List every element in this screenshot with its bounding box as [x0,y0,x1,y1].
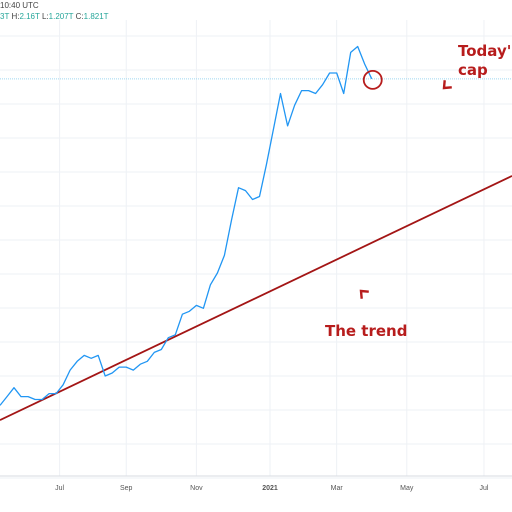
x-axis: Jul Sep Nov 2021 Mar May Jul [0,475,512,492]
todays-cap-circle [362,69,383,90]
high-value: 2.16T [19,12,40,21]
open-value: 3T [0,12,10,21]
annotation-markers [359,69,452,299]
high-label: H: [11,12,20,21]
todays-cap-arrow [442,80,452,90]
close-value: 1.821T [83,12,109,21]
x-tick-label: Sep [120,485,133,492]
market-cap-series-line [0,45,373,406]
chart-grid [0,20,512,479]
ohlc-header: 10:40 UTC [0,1,39,10]
ohlc-values: 3T H:2.16T L:1.207T C:1.821T [0,12,109,21]
x-tick-label: May [400,485,414,492]
x-tick-label: Jul [479,485,488,492]
close-label: C: [75,12,84,21]
x-tick-label: Jul [55,485,64,492]
todays-cap-annotation: Today's cap [458,42,512,79]
x-tick-label: Mar [331,485,344,492]
low-value: 1.207T [48,12,74,21]
series-group [0,45,373,406]
trend-arrow-head [359,289,369,299]
trend-annotation: The trend [325,322,408,340]
trend-line [0,175,512,421]
trend-line-group [0,175,512,421]
header-time: 10:40 UTC [0,1,39,10]
x-tick-label: 2021 [262,485,278,492]
low-label: L: [41,12,49,21]
trend-arrow [359,289,369,299]
x-tick-label: Nov [190,485,203,492]
todays-cap-arrow-head [442,80,452,90]
